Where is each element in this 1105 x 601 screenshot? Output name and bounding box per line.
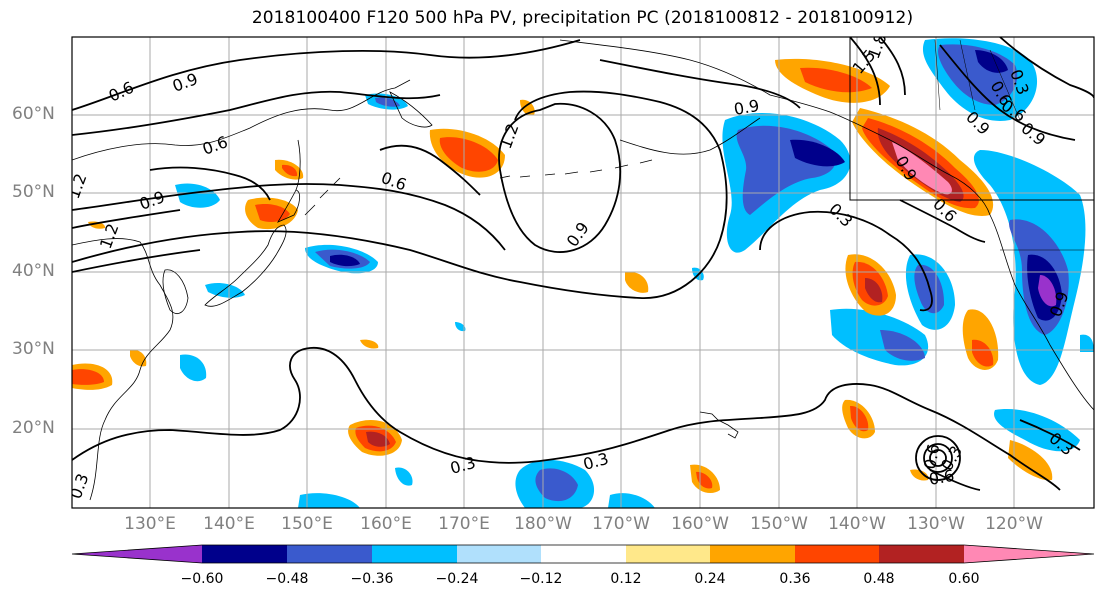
colorbar-tick-label: −0.36	[350, 571, 394, 587]
lon-label: 150°E	[281, 514, 333, 534]
lat-label: 50°N	[12, 182, 55, 202]
lon-label: 150°W	[750, 514, 808, 534]
colorbar-segment	[457, 545, 541, 563]
lat-label: 20°N	[12, 418, 55, 438]
pv-contours	[72, 37, 1094, 491]
colorbar-segment	[964, 545, 1094, 563]
colorbar-tick-label: −0.60	[180, 571, 224, 587]
colorbar-segment	[795, 545, 879, 563]
contour-label: 0.6	[920, 442, 943, 470]
colorbar-segment	[202, 545, 287, 563]
colorbar-segment	[287, 545, 372, 563]
colorbar-tick-label: 0.36	[779, 571, 811, 587]
lon-label: 180°W	[514, 514, 572, 534]
colorbar-segment	[372, 545, 457, 563]
coastlines	[72, 37, 1094, 501]
contour-label: 0.9	[732, 96, 760, 119]
lon-label: 140°W	[828, 514, 886, 534]
lon-label: 170°E	[438, 514, 490, 534]
lon-label: 120°W	[985, 514, 1043, 534]
lon-label: 160°W	[671, 514, 729, 534]
colorbar-tick-label: −0.24	[435, 571, 479, 587]
contour-label: 0.6	[927, 466, 955, 489]
colorbar	[71, 544, 1095, 564]
lon-label: 170°W	[592, 514, 650, 534]
colorbar-tick-label: 0.48	[863, 571, 895, 587]
map-frame	[71, 36, 1095, 509]
colorbar-segment	[710, 545, 795, 563]
colorbar-tick-label: −0.48	[265, 571, 309, 587]
colorbar-segment	[72, 545, 202, 563]
lon-label: 160°E	[360, 514, 412, 534]
lon-label: 140°E	[203, 514, 255, 534]
lon-label: 130°E	[124, 514, 176, 534]
map-title: 2018100400 F120 500 hPa PV, precipitatio…	[251, 8, 914, 28]
lat-label: 30°N	[12, 339, 55, 359]
colorbar-tick-label: 0.60	[948, 571, 980, 587]
colorbar-segment	[879, 545, 964, 563]
colorbar-tick-label: 0.24	[694, 571, 726, 587]
colorbar-tick-label: −0.12	[519, 571, 563, 587]
colorbar-segment	[626, 545, 710, 563]
lon-label: 130°W	[907, 514, 965, 534]
colorbar-tick-label: 0.12	[610, 571, 642, 587]
lat-label: 60°N	[12, 104, 55, 124]
colorbar-segment	[541, 545, 626, 563]
lat-label: 40°N	[12, 261, 55, 281]
